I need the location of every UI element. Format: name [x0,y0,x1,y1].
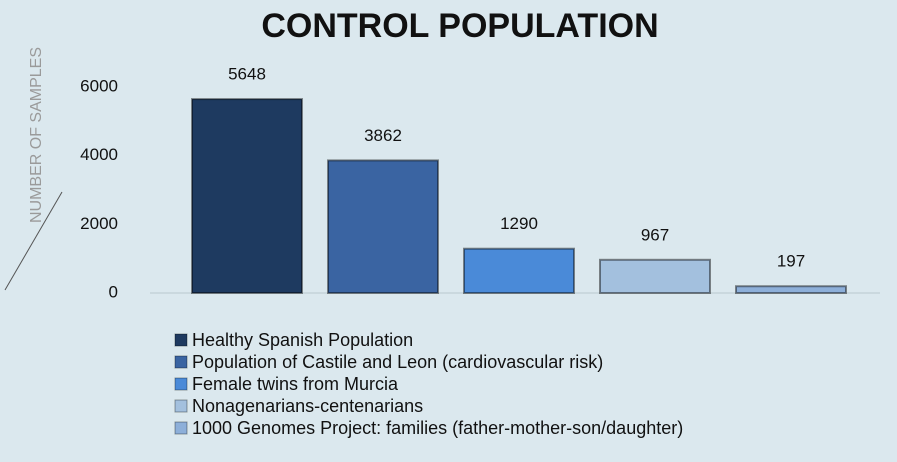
chart-title: CONTROL POPULATION [261,7,658,45]
legend-label: Female twins from Murcia [192,374,399,394]
legend-label: Healthy Spanish Population [192,330,413,350]
legend-swatch [174,355,188,369]
data-label: 3862 [364,126,402,145]
decoration-line [4,191,63,291]
legend-label: Nonagenarians-centenarians [192,396,423,416]
legend-swatch [174,333,188,347]
bar [191,98,303,295]
legend-swatch [174,421,188,435]
bar [599,258,711,294]
data-label: 5648 [228,65,266,84]
data-label: 967 [641,225,669,244]
legend-label: 1000 Genomes Project: families (father-m… [192,418,683,438]
y-tick-label: 2000 [80,214,118,233]
data-label: 1290 [500,214,538,233]
bar [327,159,439,294]
legend-swatch [174,377,188,391]
y-tick-label: 4000 [80,145,118,164]
bar [735,285,847,294]
data-label: 197 [777,252,805,271]
legend-swatch [174,399,188,413]
y-axis-title: NUMBER OF SAMPLES [28,47,45,223]
y-tick-label: 6000 [80,76,118,95]
y-tick-label: 0 [109,282,118,301]
legend-label: Population of Castile and Leon (cardiova… [192,352,603,372]
bar [463,247,575,295]
